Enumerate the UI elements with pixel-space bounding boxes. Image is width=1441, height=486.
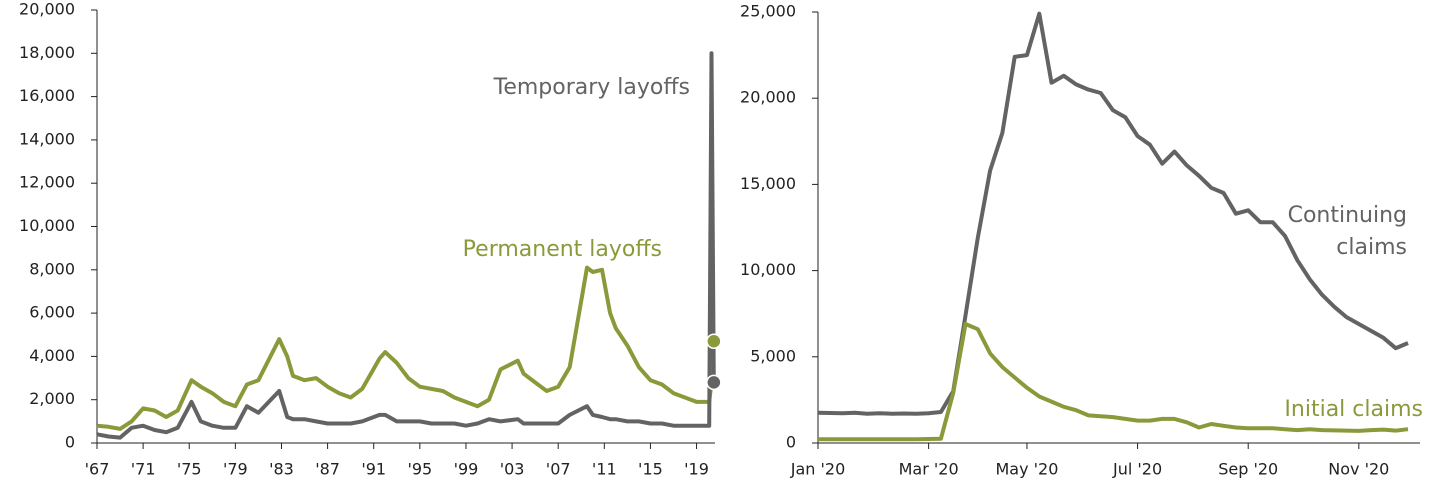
series-line: [817, 11, 1409, 416]
y-tick-label: 15,000: [740, 174, 796, 193]
x-tick-label: '75: [177, 460, 202, 479]
x-tick-label: '83: [269, 460, 294, 479]
x-tick-label: '03: [500, 460, 525, 479]
series-line: [96, 265, 716, 431]
x-tick-label: '15: [638, 460, 663, 479]
x-tick-label: '79: [223, 460, 248, 479]
x-tick-label: '07: [546, 460, 571, 479]
y-tick-label: 25,000: [740, 2, 796, 21]
series-label: Permanent layoffs: [462, 237, 662, 262]
y-tick-label: 10,000: [740, 260, 796, 279]
y-tick-label: 14,000: [19, 129, 75, 148]
x-tick-label: '11: [592, 460, 617, 479]
y-tick-label: 20,000: [19, 0, 75, 19]
x-tick-label: Mar '20: [899, 460, 959, 479]
y-tick-label: 8,000: [29, 259, 75, 278]
y-tick-label: 5,000: [750, 346, 796, 365]
y-tick-label: 0: [65, 433, 75, 452]
y-tick-label: 0: [786, 433, 796, 452]
x-tick-label: '95: [407, 460, 432, 479]
x-tick-label: '91: [361, 460, 386, 479]
x-tick-label: '71: [131, 460, 156, 479]
y-tick-label: 20,000: [740, 88, 796, 107]
x-tick-label: Sep '20: [1218, 460, 1278, 479]
x-tick-label: '19: [684, 460, 709, 479]
end-dot: [706, 374, 722, 391]
y-tick-label: 4,000: [29, 346, 75, 365]
series-line: [818, 322, 1409, 442]
y-tick-label: 10,000: [19, 216, 75, 235]
y-tick-label: 6,000: [29, 303, 75, 322]
series-line: [96, 51, 716, 440]
x-tick-label: '87: [315, 460, 340, 479]
y-tick-label: 16,000: [19, 86, 75, 105]
y-tick-label: 12,000: [19, 173, 75, 192]
x-tick-label: Jan '20: [790, 460, 846, 479]
y-tick-label: 2,000: [29, 389, 75, 408]
x-tick-label: May '20: [995, 460, 1058, 479]
x-tick-label: Jul '20: [1112, 460, 1162, 479]
x-tick-label: Nov '20: [1328, 460, 1389, 479]
series-label: Continuing claims: [1287, 203, 1407, 260]
y-tick-label: 18,000: [19, 43, 75, 62]
x-tick-label: '67: [85, 460, 110, 479]
x-tick-label: '99: [454, 460, 479, 479]
series-label: Temporary layoffs: [493, 75, 690, 100]
series-label: Initial claims: [1284, 397, 1423, 422]
end-dot: [706, 333, 722, 349]
